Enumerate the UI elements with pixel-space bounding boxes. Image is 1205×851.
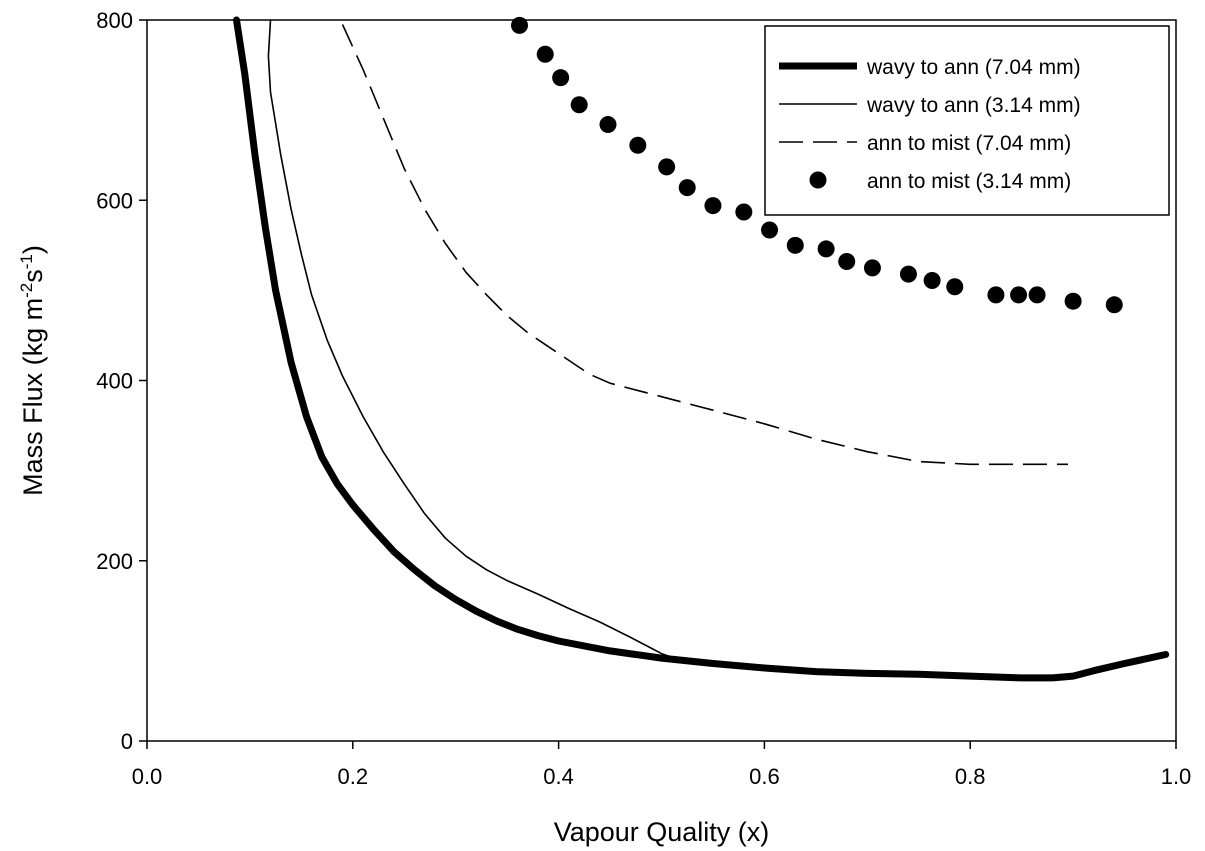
series-line xyxy=(233,16,1170,682)
x-tick-label: 0.4 xyxy=(543,764,574,789)
y-tick-label: 600 xyxy=(96,188,133,213)
y-tick-label: 800 xyxy=(96,8,133,33)
x-tick-label: 0.2 xyxy=(338,764,369,789)
data-point xyxy=(1105,296,1123,314)
series-line xyxy=(341,24,1068,466)
data-point xyxy=(599,116,617,134)
data-point xyxy=(923,271,941,289)
series-layer xyxy=(233,16,1170,682)
x-tick-label: 0.6 xyxy=(749,764,780,789)
series-2 xyxy=(267,19,673,658)
legend-entry-label: wavy to ann (3.14 mm) xyxy=(866,94,1081,117)
data-point xyxy=(1010,286,1028,304)
legend-entry-label: wavy to ann (7.04 mm) xyxy=(866,56,1081,79)
y-axis-title-part: -2 xyxy=(17,283,36,298)
series-3 xyxy=(341,24,1068,466)
data-point xyxy=(678,179,696,197)
data-point xyxy=(552,69,570,87)
x-tick-label: 1.0 xyxy=(1161,764,1192,789)
data-point xyxy=(817,240,835,258)
data-point xyxy=(786,236,804,254)
data-point xyxy=(946,278,964,296)
y-tick-label: 0 xyxy=(121,729,133,754)
data-point xyxy=(899,265,917,283)
x-axis: 0.0 0.2 0.4 0.6 0.8 1.0 xyxy=(132,741,1192,789)
legend-box xyxy=(764,25,1170,216)
data-point xyxy=(510,16,528,34)
data-point xyxy=(629,136,647,154)
data-point xyxy=(1064,292,1082,310)
y-axis-title: Mass Flux (kg m-2s-1) xyxy=(17,245,48,496)
y-tick-label: 200 xyxy=(96,549,133,574)
y-axis-title-part: Mass Flux (kg m xyxy=(18,298,48,496)
series-line xyxy=(267,19,673,658)
data-point xyxy=(838,253,856,271)
data-point xyxy=(536,45,554,63)
x-tick-label: 0.0 xyxy=(132,764,163,789)
x-axis-title: Vapour Quality (x) xyxy=(554,817,770,847)
data-point xyxy=(735,203,753,221)
data-point xyxy=(570,96,588,114)
data-point xyxy=(658,158,676,176)
y-tick-label: 400 xyxy=(96,369,133,394)
data-point xyxy=(1028,286,1046,304)
legend: wavy to ann (7.04 mm) wavy to ann (3.14 m… xyxy=(764,25,1170,216)
legend-marker xyxy=(809,171,827,189)
data-point xyxy=(863,259,881,277)
y-axis-title-part: -1 xyxy=(17,254,36,269)
series-1 xyxy=(233,16,1170,682)
data-point xyxy=(761,221,779,239)
y-axis: 0 200 400 600 800 xyxy=(96,8,147,754)
x-tick-label: 0.8 xyxy=(955,764,986,789)
y-axis-title-part: ) xyxy=(18,245,48,254)
legend-entry-label: ann to mist (3.14 mm) xyxy=(867,170,1071,193)
series-4 xyxy=(510,16,1123,314)
data-point xyxy=(987,286,1005,304)
data-point xyxy=(704,197,722,215)
legend-entry-label: ann to mist (7.04 mm) xyxy=(867,132,1071,155)
y-axis-title-part: s xyxy=(18,269,48,283)
